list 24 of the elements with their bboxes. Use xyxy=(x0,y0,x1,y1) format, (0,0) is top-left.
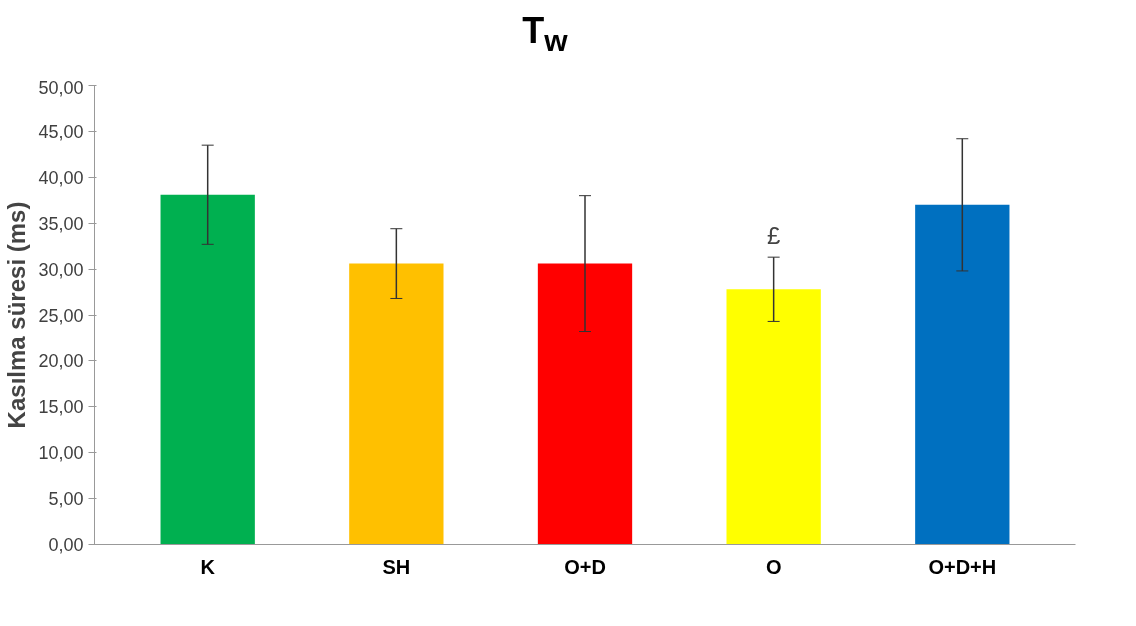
y-axis-title: Kasılma süresi (ms) xyxy=(3,201,31,429)
annotation: £ xyxy=(766,222,781,250)
y-tick-label: 20,00 xyxy=(38,351,84,372)
bar xyxy=(349,263,444,545)
y-tick-label: 5,00 xyxy=(48,489,84,510)
chart-title: T$_{w}$ xyxy=(521,9,569,60)
x-tick-label: O+D+H xyxy=(928,555,997,578)
x-tick-label: O+D xyxy=(564,555,606,578)
y-tick-label: 0,00 xyxy=(48,535,84,555)
bar xyxy=(537,263,633,545)
y-tick-label: 50,00 xyxy=(38,77,84,98)
y-tick-label: 45,00 xyxy=(38,121,84,142)
x-tick-label: O xyxy=(765,555,782,578)
bar xyxy=(160,194,255,545)
y-tick-label: 35,00 xyxy=(38,213,84,234)
y-tick-label: 25,00 xyxy=(38,305,84,326)
y-tick-label: 15,00 xyxy=(38,397,84,418)
y-tick-label: 30,00 xyxy=(38,259,84,280)
bar xyxy=(915,204,1010,545)
y-tick-label: 40,00 xyxy=(38,167,84,188)
bar xyxy=(726,289,821,545)
x-tick-label: K xyxy=(200,555,216,578)
x-tick-label: SH xyxy=(382,555,411,578)
y-tick-label: 10,00 xyxy=(38,443,84,464)
